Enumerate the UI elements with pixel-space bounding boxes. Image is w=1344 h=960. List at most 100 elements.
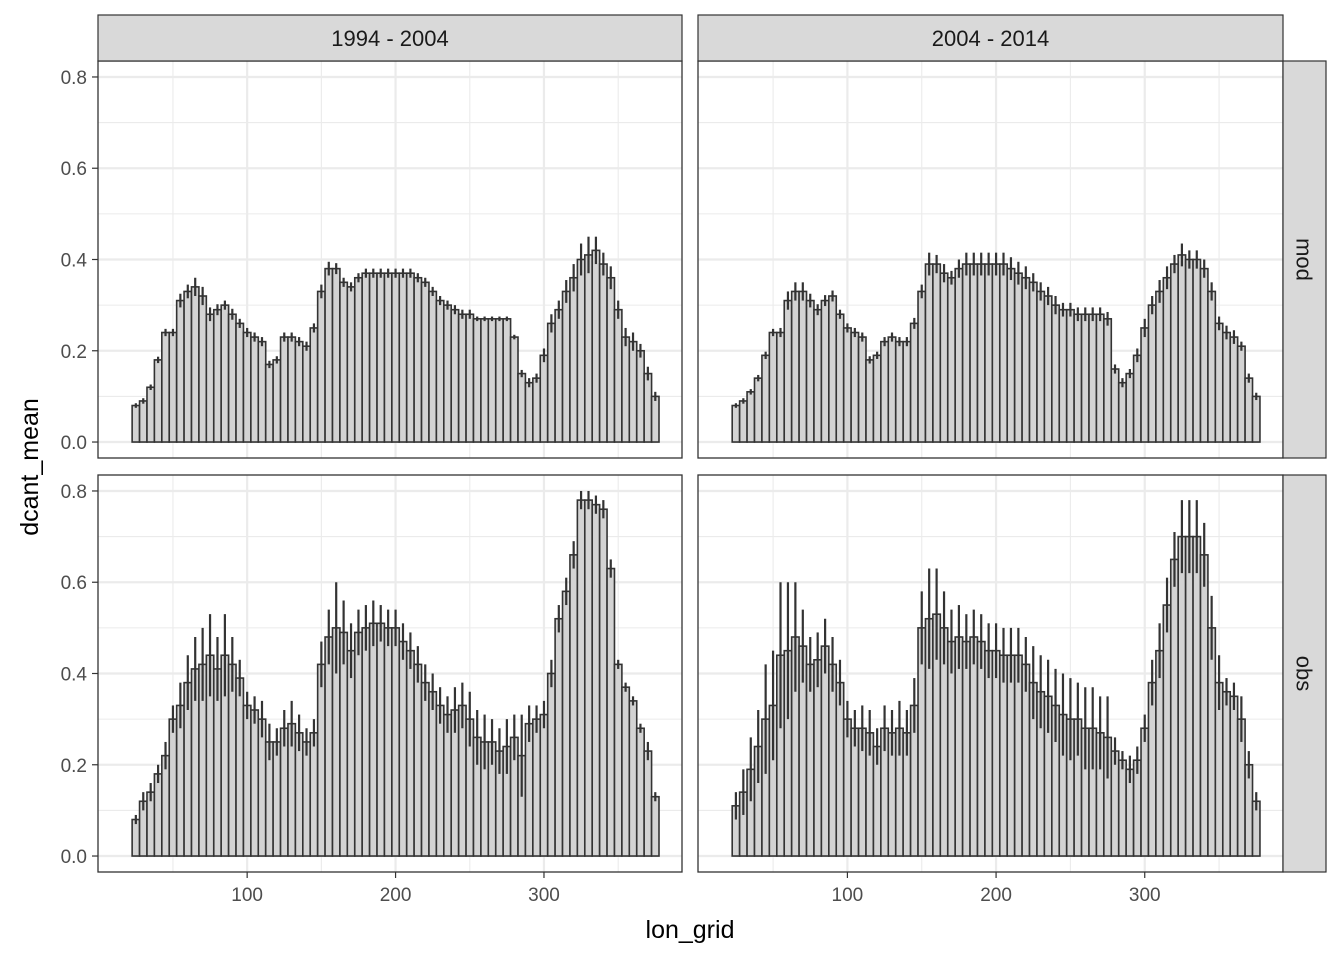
bar bbox=[517, 372, 527, 443]
x-tick-label: 300 bbox=[528, 885, 560, 906]
bar bbox=[368, 622, 378, 857]
bar bbox=[872, 354, 882, 443]
bar bbox=[250, 709, 260, 857]
bar bbox=[880, 340, 890, 443]
bar bbox=[1103, 318, 1113, 443]
bar bbox=[391, 272, 401, 443]
bar bbox=[946, 276, 956, 443]
bar bbox=[1199, 554, 1209, 857]
bar bbox=[850, 727, 860, 857]
bar bbox=[984, 649, 994, 857]
bar bbox=[561, 590, 571, 857]
bar bbox=[894, 340, 904, 443]
bar bbox=[220, 304, 230, 443]
bar bbox=[1155, 649, 1165, 857]
y-tick-label: 0.6 bbox=[61, 573, 87, 594]
bar bbox=[1051, 304, 1061, 443]
bar bbox=[1192, 258, 1202, 443]
bar bbox=[583, 499, 594, 857]
bar bbox=[294, 732, 304, 857]
y-tick-label: 0.0 bbox=[61, 847, 87, 868]
facet-strip-col bbox=[697, 14, 1284, 62]
bar bbox=[887, 336, 897, 443]
bar bbox=[405, 649, 415, 857]
bar bbox=[984, 263, 994, 443]
bar bbox=[161, 754, 171, 857]
bar bbox=[316, 290, 326, 443]
panel-obs-1 bbox=[697, 474, 1284, 873]
bar bbox=[924, 263, 934, 443]
bar bbox=[480, 318, 490, 443]
bar bbox=[546, 672, 556, 857]
bar bbox=[917, 290, 927, 443]
bar bbox=[205, 313, 215, 443]
bar bbox=[509, 336, 519, 443]
bar bbox=[227, 313, 237, 443]
bar bbox=[1155, 290, 1165, 443]
x-axis-title: lon_grid bbox=[646, 916, 735, 944]
bar bbox=[131, 818, 141, 857]
bar bbox=[242, 704, 252, 857]
bar bbox=[1140, 727, 1150, 857]
bar bbox=[190, 286, 200, 443]
facet-strip-row bbox=[1282, 60, 1327, 459]
bar bbox=[1110, 750, 1120, 857]
bar bbox=[753, 377, 763, 443]
bar bbox=[946, 640, 956, 857]
bar bbox=[1043, 295, 1053, 443]
bar bbox=[1013, 654, 1023, 857]
bar bbox=[954, 267, 964, 443]
bar bbox=[524, 722, 534, 857]
bar bbox=[264, 363, 274, 443]
bar bbox=[250, 336, 260, 443]
bar bbox=[1147, 681, 1157, 857]
bar bbox=[1125, 372, 1135, 443]
bar bbox=[227, 663, 237, 857]
bar bbox=[1184, 258, 1194, 443]
panels-layer bbox=[97, 60, 1284, 873]
bar bbox=[235, 322, 245, 443]
bar bbox=[798, 290, 808, 443]
bar bbox=[1207, 290, 1217, 443]
bar bbox=[413, 276, 423, 443]
bar bbox=[961, 263, 971, 443]
bar bbox=[761, 354, 771, 443]
bar bbox=[1169, 558, 1179, 857]
bar bbox=[324, 636, 334, 857]
bar bbox=[465, 313, 475, 443]
bar bbox=[738, 400, 748, 443]
bar bbox=[428, 690, 438, 857]
bar bbox=[1199, 267, 1209, 443]
bar bbox=[909, 322, 919, 443]
y-tick-label: 0.4 bbox=[61, 251, 88, 272]
bar bbox=[532, 377, 542, 443]
bar bbox=[583, 254, 594, 443]
bar bbox=[294, 340, 304, 443]
bar bbox=[1132, 354, 1142, 443]
bar bbox=[621, 686, 631, 857]
bar bbox=[650, 395, 660, 443]
bar bbox=[1162, 276, 1172, 443]
bar bbox=[1088, 313, 1098, 443]
bar bbox=[1229, 336, 1239, 443]
bar bbox=[561, 290, 571, 443]
bar bbox=[198, 295, 208, 443]
y-tick-label: 0.4 bbox=[61, 665, 88, 686]
bar bbox=[168, 331, 178, 443]
bar bbox=[991, 263, 1001, 443]
bar bbox=[613, 308, 623, 443]
bar bbox=[991, 649, 1001, 857]
bar bbox=[1169, 263, 1179, 443]
bar bbox=[643, 750, 653, 857]
bar bbox=[138, 400, 148, 443]
bar bbox=[1184, 535, 1194, 857]
bar bbox=[598, 263, 608, 443]
facet-strip-row-label: mod bbox=[1292, 238, 1317, 281]
bar bbox=[287, 336, 297, 443]
bar bbox=[383, 272, 393, 443]
y-tick-label: 0.0 bbox=[61, 433, 87, 454]
facet-strip-col bbox=[97, 14, 683, 62]
bar bbox=[1006, 654, 1016, 857]
bar bbox=[361, 627, 371, 857]
bar bbox=[361, 272, 371, 443]
